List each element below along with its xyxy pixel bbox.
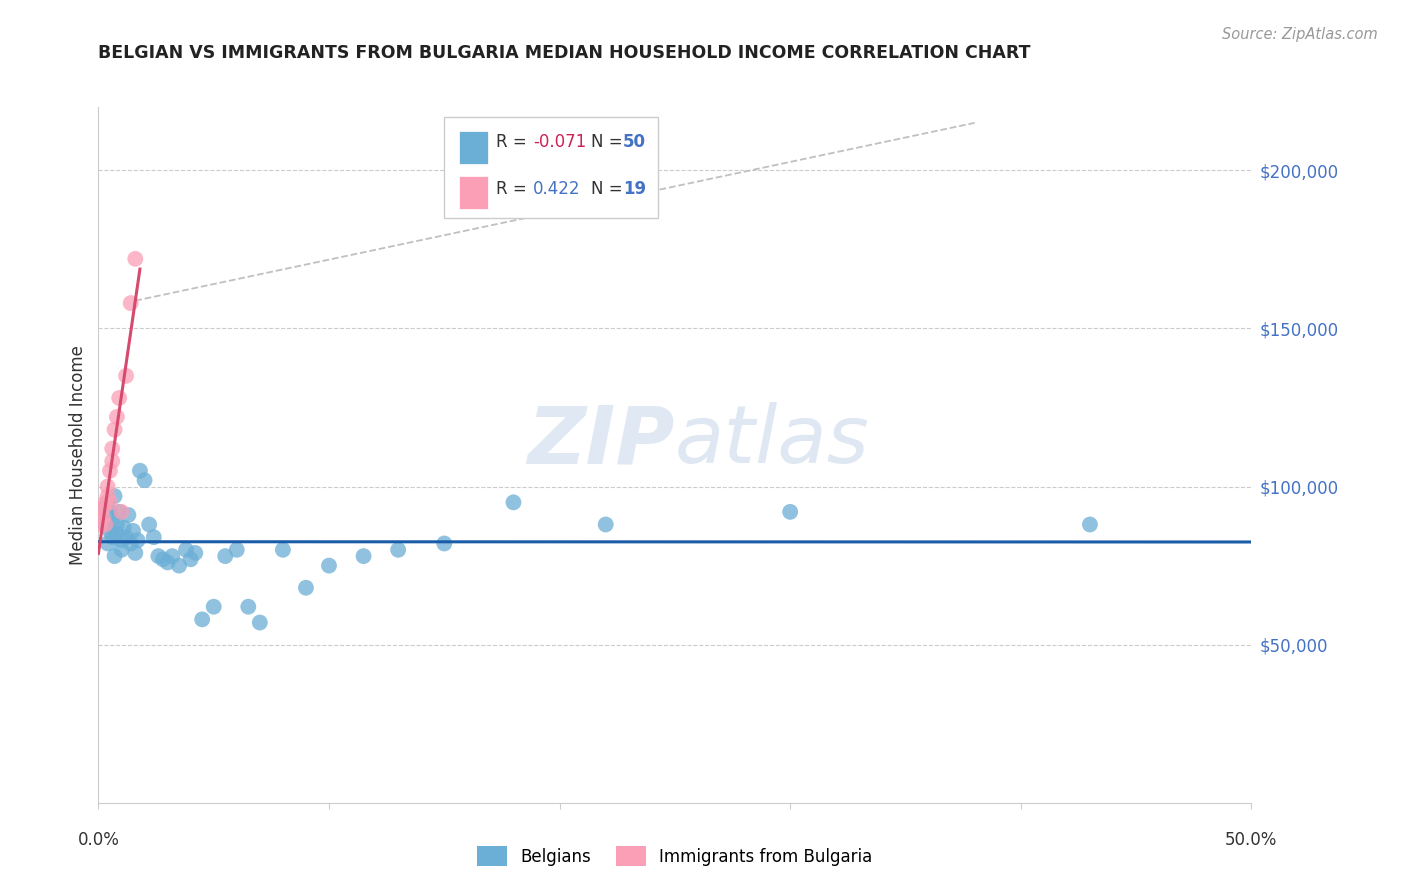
Point [98,505,121,519]
Point [115,530,138,544]
Point [271,542,294,557]
Point [103,423,125,437]
Bar [460,131,488,164]
Point [91,511,114,525]
Point [98,524,121,538]
Text: BELGIAN VS IMMIGRANTS FROM BULGARIA MEDIAN HOUSEHOLD INCOME CORRELATION CHART: BELGIAN VS IMMIGRANTS FROM BULGARIA MEDI… [98,45,1031,62]
Point [101,511,124,525]
Text: 0.0%: 0.0% [77,830,120,848]
Point [120,296,142,310]
Text: 50.0%: 50.0% [1225,830,1278,848]
Point [98,495,121,509]
Point [249,615,271,630]
Point [779,505,801,519]
Point [295,581,318,595]
Text: 19: 19 [623,179,647,198]
Point [98,464,121,478]
Point [238,599,260,614]
Point [94,517,117,532]
Point [97,495,120,509]
Point [90,517,112,532]
Point [110,505,132,519]
Text: 50: 50 [623,133,645,151]
Y-axis label: Median Household Income: Median Household Income [69,345,87,565]
Point [97,479,120,493]
Point [117,508,139,522]
Point [124,546,146,560]
Point [91,501,114,516]
Point [101,442,124,456]
FancyBboxPatch shape [444,118,658,219]
Point [103,489,125,503]
Point [120,536,142,550]
Point [97,536,120,550]
Point [101,530,124,544]
Point [108,505,131,519]
Text: atlas: atlas [675,402,870,480]
Point [214,549,236,563]
Point [595,517,617,532]
Point [225,542,247,557]
Point [90,505,112,519]
Point [105,409,128,424]
Point [94,495,117,509]
Point [124,252,146,266]
Point [108,391,131,405]
Point [138,517,160,532]
Point [94,517,117,532]
Point [387,542,409,557]
Point [156,556,179,570]
Point [91,501,114,516]
Point [97,489,120,503]
Point [160,549,183,563]
Point [134,473,156,487]
Point [127,533,149,548]
Point [101,454,124,468]
Text: Source: ZipAtlas.com: Source: ZipAtlas.com [1222,27,1378,42]
Point [105,527,128,541]
Text: ZIP: ZIP [527,402,675,480]
Point [110,542,132,557]
Point [103,549,125,563]
Bar [460,176,488,210]
Point [148,549,170,563]
Point [1078,517,1101,532]
Point [167,558,190,573]
Point [115,368,138,383]
Point [184,546,207,560]
Text: R =: R = [496,133,533,151]
Point [122,524,145,538]
Point [152,552,174,566]
Text: -0.071: -0.071 [533,133,586,151]
Point [202,599,225,614]
Point [191,612,214,626]
Point [502,495,524,509]
Point [174,542,197,557]
Point [353,549,375,563]
Point [112,521,135,535]
Text: R =: R = [496,179,533,198]
Text: 0.422: 0.422 [533,179,581,198]
Point [105,517,128,532]
Text: N =: N = [591,179,627,198]
Point [129,464,152,478]
Text: N =: N = [591,133,627,151]
Legend: Belgians, Immigrants from Bulgaria: Belgians, Immigrants from Bulgaria [471,839,879,872]
Point [142,530,165,544]
Point [318,558,340,573]
Point [110,533,132,548]
Point [433,536,456,550]
Point [180,552,202,566]
